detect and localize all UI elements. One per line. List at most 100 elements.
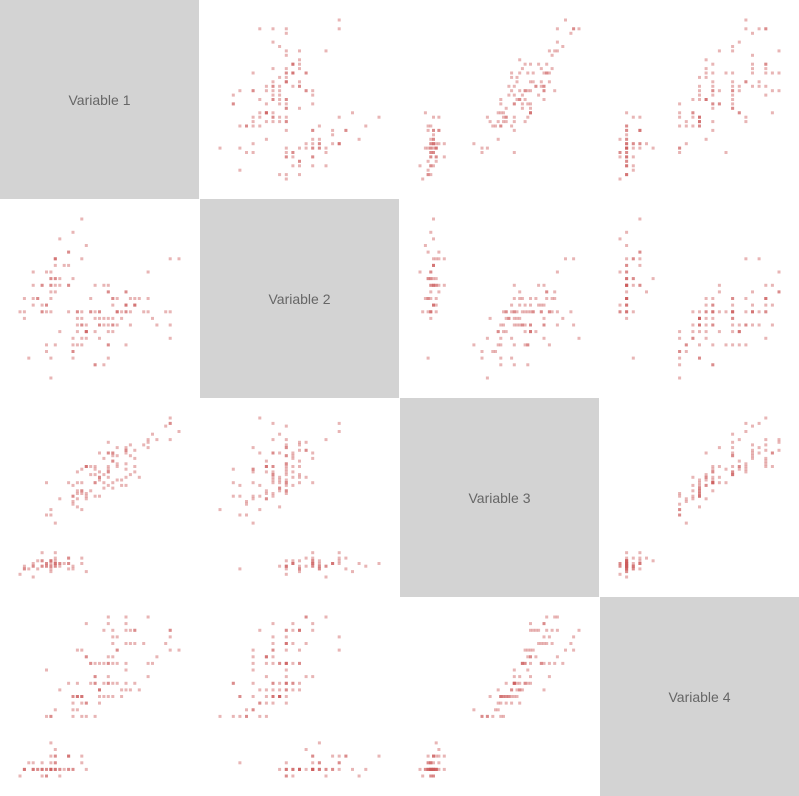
data-point xyxy=(437,748,441,751)
data-point xyxy=(757,80,761,84)
data-point xyxy=(168,635,172,639)
data-point xyxy=(684,350,688,353)
data-point xyxy=(291,470,295,474)
data-point xyxy=(437,761,441,765)
data-point xyxy=(625,562,629,565)
data-point xyxy=(115,681,119,685)
data-point xyxy=(751,451,754,455)
data-point xyxy=(298,767,301,771)
scatter-panel-r3-c4 xyxy=(600,398,799,597)
data-point xyxy=(278,695,282,698)
data-point xyxy=(251,708,255,712)
data-point xyxy=(731,297,735,300)
data-point xyxy=(298,628,301,632)
data-point xyxy=(691,111,695,115)
data-point xyxy=(133,456,137,460)
data-point xyxy=(264,465,268,468)
data-point xyxy=(298,84,301,88)
data-point xyxy=(631,564,635,568)
data-point xyxy=(731,80,735,84)
data-point xyxy=(298,49,301,53)
data-point xyxy=(317,142,321,146)
data-point xyxy=(711,303,715,307)
data-point xyxy=(631,567,635,571)
data-point xyxy=(284,446,288,450)
data-point xyxy=(717,290,721,294)
data-point xyxy=(432,774,435,778)
data-point xyxy=(542,316,546,320)
data-point xyxy=(496,330,500,334)
data-point xyxy=(618,137,622,141)
data-point xyxy=(278,695,282,698)
data-point xyxy=(429,137,433,141)
data-point xyxy=(231,681,235,685)
data-point xyxy=(625,151,629,154)
data-point xyxy=(49,761,53,765)
data-point xyxy=(115,297,119,300)
data-point xyxy=(238,567,242,571)
data-point xyxy=(737,467,741,471)
data-point xyxy=(638,128,642,132)
data-point xyxy=(472,343,476,347)
data-point xyxy=(618,310,622,314)
data-point xyxy=(40,559,44,563)
data-point xyxy=(625,146,629,150)
data-point xyxy=(106,451,110,455)
data-point xyxy=(298,106,301,110)
data-point xyxy=(271,475,275,479)
data-point xyxy=(271,473,275,477)
data-point xyxy=(120,695,124,698)
data-point xyxy=(146,675,150,679)
data-point xyxy=(124,290,128,294)
data-point xyxy=(426,310,430,314)
data-point xyxy=(284,489,288,493)
data-point xyxy=(418,270,422,274)
data-point xyxy=(93,316,97,320)
data-point xyxy=(120,483,124,487)
data-point xyxy=(264,137,268,141)
data-point xyxy=(625,155,629,159)
data-point xyxy=(638,146,642,150)
data-point xyxy=(102,363,106,367)
data-point xyxy=(510,71,514,75)
data-point xyxy=(49,564,53,568)
data-point xyxy=(284,774,288,778)
data-point xyxy=(625,283,629,287)
data-point xyxy=(245,714,248,718)
data-point xyxy=(311,93,315,97)
data-point xyxy=(62,263,66,267)
data-point xyxy=(84,492,88,495)
data-point xyxy=(291,483,295,487)
data-point xyxy=(678,146,682,150)
data-point xyxy=(437,128,441,132)
data-point xyxy=(304,767,308,771)
data-point xyxy=(429,283,433,287)
data-point xyxy=(304,142,308,146)
data-point xyxy=(764,416,768,420)
data-point xyxy=(504,701,508,705)
data-point xyxy=(529,655,532,659)
data-point xyxy=(625,297,629,300)
data-point xyxy=(245,500,248,503)
data-point xyxy=(264,489,268,493)
data-point xyxy=(337,648,341,652)
data-point xyxy=(284,628,288,632)
data-point xyxy=(698,89,701,93)
data-point xyxy=(324,146,328,150)
data-point xyxy=(429,146,433,150)
data-point xyxy=(75,695,79,698)
data-point xyxy=(545,615,549,619)
data-point xyxy=(678,146,682,150)
data-point xyxy=(704,303,708,307)
data-point xyxy=(49,270,53,274)
data-point xyxy=(331,142,335,146)
data-point xyxy=(155,438,159,442)
data-point xyxy=(133,448,137,452)
data-point xyxy=(106,451,110,455)
data-point xyxy=(737,343,741,347)
data-point xyxy=(542,642,546,645)
data-point xyxy=(311,767,315,771)
data-point xyxy=(507,316,511,320)
data-point xyxy=(426,767,430,771)
data-point xyxy=(744,343,748,347)
